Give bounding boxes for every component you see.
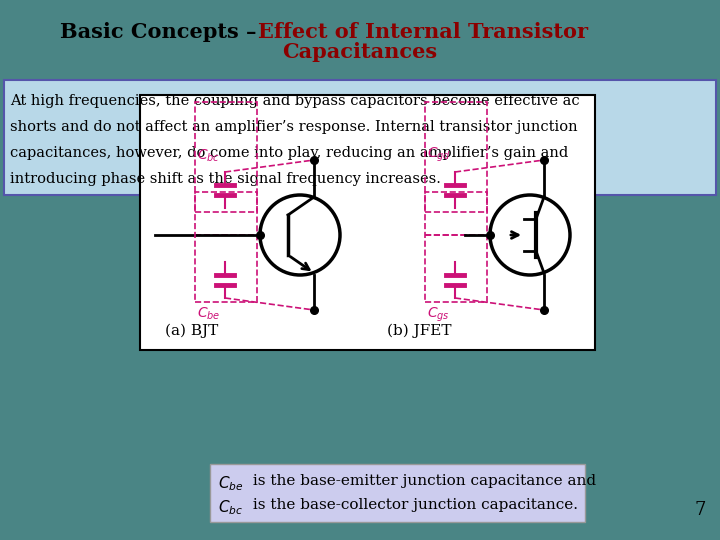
Text: Capacitances: Capacitances xyxy=(282,42,438,62)
Text: Effect of Internal Transistor: Effect of Internal Transistor xyxy=(258,22,588,42)
Text: is the base-collector junction capacitance.: is the base-collector junction capacitan… xyxy=(248,498,578,512)
Bar xyxy=(195,102,257,212)
Text: 7: 7 xyxy=(694,501,706,519)
Text: $C_{bc}$: $C_{bc}$ xyxy=(197,147,220,164)
Text: (b) JFET: (b) JFET xyxy=(387,323,451,338)
Text: $C_{gd}$: $C_{gd}$ xyxy=(427,146,451,164)
Text: capacitances, however, do come into play, reducing an amplifier’s gain and: capacitances, however, do come into play… xyxy=(10,146,568,160)
Bar xyxy=(4,80,716,195)
Text: $C_{bc}$: $C_{bc}$ xyxy=(218,498,243,517)
Text: (a) BJT: (a) BJT xyxy=(165,323,218,338)
Text: introducing phase shift as the signal frequency increases.: introducing phase shift as the signal fr… xyxy=(10,172,441,186)
Bar xyxy=(195,192,257,302)
Text: Basic Concepts –: Basic Concepts – xyxy=(60,22,264,42)
Text: $C_{be}$: $C_{be}$ xyxy=(197,306,220,322)
Bar xyxy=(425,102,487,212)
Bar xyxy=(210,464,585,522)
Text: $C_{be}$: $C_{be}$ xyxy=(218,474,243,492)
Text: shorts and do not affect an amplifier’s response. Internal transistor junction: shorts and do not affect an amplifier’s … xyxy=(10,120,577,134)
Bar xyxy=(425,192,487,302)
Text: $C_{gs}$: $C_{gs}$ xyxy=(427,306,450,325)
Bar xyxy=(140,95,595,350)
Text: is the base-emitter junction capacitance and: is the base-emitter junction capacitance… xyxy=(248,474,596,488)
Text: At high frequencies, the coupling and bypass capacitors become effective ac: At high frequencies, the coupling and by… xyxy=(10,94,580,108)
